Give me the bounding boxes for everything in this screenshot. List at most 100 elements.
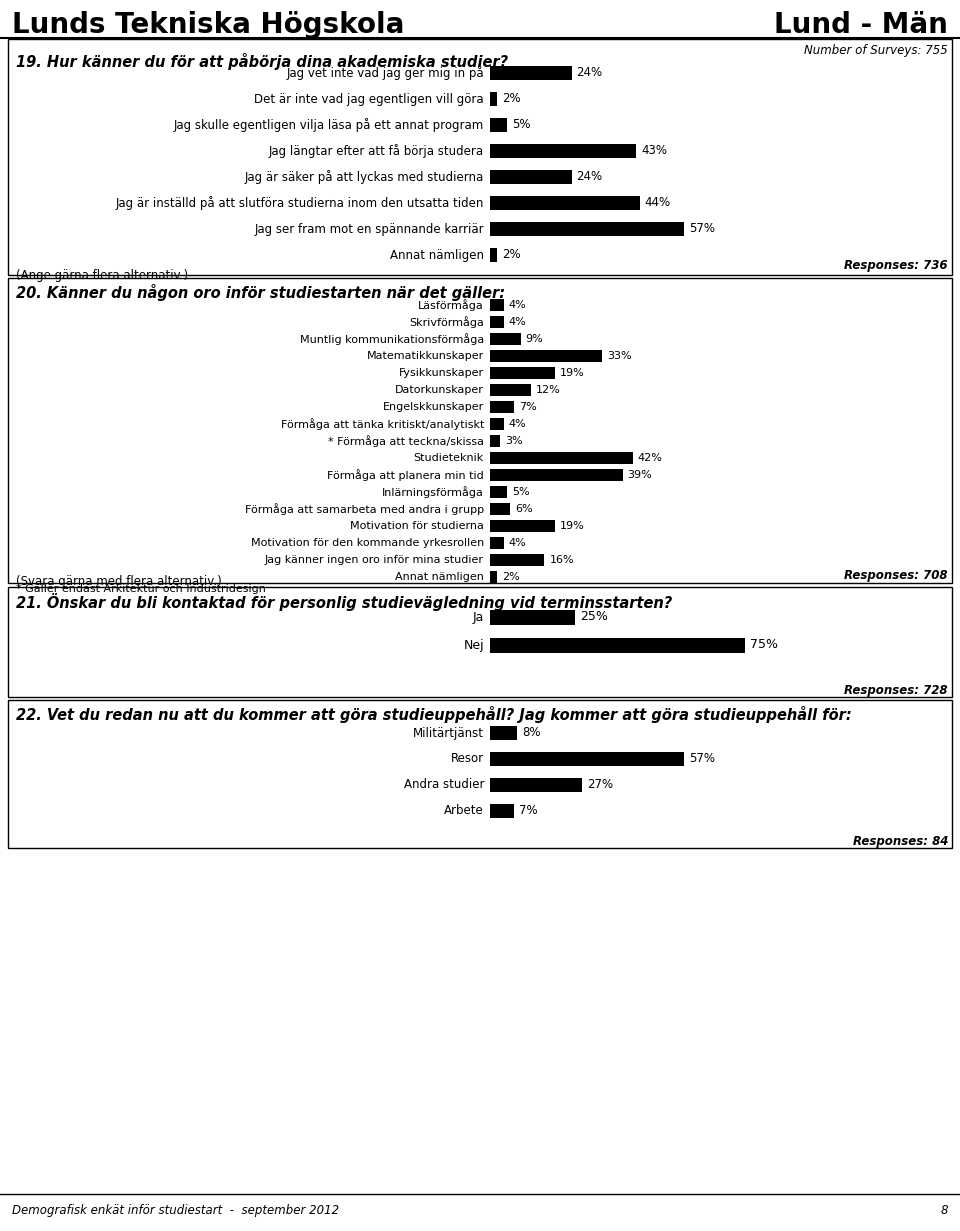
Text: Motivation för studierna: Motivation för studierna: [350, 521, 484, 531]
Text: Lund - Män: Lund - Män: [774, 11, 948, 39]
Bar: [490, 222, 684, 236]
Text: Annat nämligen: Annat nämligen: [396, 572, 484, 582]
Text: 75%: 75%: [750, 639, 778, 651]
Text: 6%: 6%: [516, 503, 533, 515]
Text: Responses: 708: Responses: 708: [845, 569, 948, 582]
Text: 19%: 19%: [560, 521, 585, 531]
Text: Ja: Ja: [472, 611, 484, 623]
Bar: [490, 752, 684, 766]
Text: 57%: 57%: [688, 752, 715, 766]
Bar: [490, 638, 745, 652]
Text: 19. Hur känner du för att påbörja dina akademiska studier?: 19. Hur känner du för att påbörja dina a…: [16, 53, 508, 70]
Text: Förmåga att samarbeta med andra i grupp: Förmåga att samarbeta med andra i grupp: [245, 503, 484, 515]
Text: 2%: 2%: [502, 249, 520, 261]
Text: Jag längtar efter att få börja studera: Jag längtar efter att få börja studera: [269, 144, 484, 158]
Text: Jag känner ingen oro inför mina studier: Jag känner ingen oro inför mina studier: [265, 555, 484, 565]
Text: Resor: Resor: [451, 752, 484, 766]
Text: 3%: 3%: [505, 436, 523, 446]
Text: Muntlig kommunikationsförmåga: Muntlig kommunikationsförmåga: [300, 334, 484, 345]
Text: Förmåga att tänka kritiskt/analytiskt: Förmåga att tänka kritiskt/analytiskt: [280, 419, 484, 430]
Bar: [490, 401, 514, 412]
Text: (Ange gärna flera alternativ.): (Ange gärna flera alternativ.): [16, 270, 188, 282]
Text: Jag skulle egentligen vilja läsa på ett annat program: Jag skulle egentligen vilja läsa på ett …: [174, 118, 484, 132]
Text: * Gäller endast Arkitektur och Industridesign: * Gäller endast Arkitektur och Industrid…: [16, 583, 266, 595]
Text: Andra studier: Andra studier: [403, 778, 484, 792]
Text: * Förmåga att teckna/skissa: * Förmåga att teckna/skissa: [328, 435, 484, 447]
Bar: [490, 804, 514, 819]
Text: Responses: 736: Responses: 736: [845, 259, 948, 272]
Bar: [8, 700, 952, 848]
Text: Annat nämligen: Annat nämligen: [390, 249, 484, 261]
Text: 2%: 2%: [502, 572, 519, 582]
Bar: [490, 503, 511, 515]
Text: 12%: 12%: [536, 385, 561, 395]
Text: 7%: 7%: [518, 805, 538, 817]
Text: Lunds Tekniska Högskola: Lunds Tekniska Högskola: [12, 11, 404, 39]
Bar: [490, 435, 500, 447]
Bar: [490, 118, 507, 132]
Text: Arbete: Arbete: [444, 805, 484, 817]
Text: Militärtjänst: Militärtjänst: [413, 726, 484, 740]
Text: Responses: 84: Responses: 84: [852, 835, 948, 848]
Text: 2%: 2%: [502, 92, 520, 106]
Bar: [490, 554, 544, 566]
Text: 42%: 42%: [637, 453, 662, 463]
Text: 8: 8: [941, 1204, 948, 1217]
Text: Inlärningsförmåga: Inlärningsförmåga: [382, 486, 484, 499]
Bar: [490, 571, 497, 583]
Bar: [490, 519, 555, 532]
Text: 19%: 19%: [560, 368, 585, 378]
Bar: [490, 726, 517, 740]
Bar: [490, 486, 507, 499]
Text: 25%: 25%: [580, 611, 608, 623]
Bar: [490, 92, 497, 106]
Bar: [490, 334, 520, 345]
Text: 4%: 4%: [509, 419, 526, 428]
Bar: [8, 587, 952, 697]
Text: 4%: 4%: [509, 538, 526, 548]
Text: 27%: 27%: [587, 778, 612, 792]
Text: Demografisk enkät inför studiestart  -  september 2012: Demografisk enkät inför studiestart - se…: [12, 1204, 339, 1217]
Bar: [490, 469, 623, 481]
Text: 24%: 24%: [577, 66, 603, 80]
Text: (Svara gärna med flera alternativ.): (Svara gärna med flera alternativ.): [16, 575, 222, 588]
Text: 8%: 8%: [522, 726, 540, 740]
Text: 33%: 33%: [608, 351, 632, 361]
Text: Skrivförmåga: Skrivförmåga: [409, 316, 484, 327]
Text: 57%: 57%: [688, 223, 715, 235]
Text: 22. Vet du redan nu att du kommer att göra studieuppehåll? Jag kommer att göra s: 22. Vet du redan nu att du kommer att gö…: [16, 707, 852, 723]
Text: 21. Önskar du bli kontaktad för personlig studievägledning vid terminsstarten?: 21. Önskar du bli kontaktad för personli…: [16, 593, 672, 611]
Text: 5%: 5%: [512, 487, 530, 497]
Text: 39%: 39%: [628, 470, 653, 480]
Text: 20. Känner du någon oro inför studiestarten när det gäller:: 20. Känner du någon oro inför studiestar…: [16, 284, 505, 302]
Text: Studieteknik: Studieteknik: [414, 453, 484, 463]
Text: 44%: 44%: [644, 197, 671, 209]
Bar: [490, 419, 504, 430]
Text: Jag är inställd på att slutföra studierna inom den utsatta tiden: Jag är inställd på att slutföra studiern…: [115, 196, 484, 211]
Text: Fysikkunskaper: Fysikkunskaper: [398, 368, 484, 378]
Text: Responses: 728: Responses: 728: [845, 684, 948, 697]
Text: 4%: 4%: [509, 300, 526, 310]
Bar: [490, 299, 504, 311]
Text: Number of Surveys: 755: Number of Surveys: 755: [804, 44, 948, 57]
Text: Motivation för den kommande yrkesrollen: Motivation för den kommande yrkesrollen: [251, 538, 484, 548]
Bar: [490, 170, 571, 183]
Text: Engelskkunskaper: Engelskkunskaper: [383, 403, 484, 412]
Text: 4%: 4%: [509, 318, 526, 327]
Bar: [8, 278, 952, 583]
Bar: [490, 350, 602, 362]
Bar: [490, 609, 575, 624]
Text: Jag ser fram mot en spännande karriär: Jag ser fram mot en spännande karriär: [254, 223, 484, 235]
Text: Det är inte vad jag egentligen vill göra: Det är inte vad jag egentligen vill göra: [254, 92, 484, 106]
Text: 24%: 24%: [577, 171, 603, 183]
Bar: [490, 144, 636, 158]
Text: 7%: 7%: [518, 403, 537, 412]
Bar: [490, 196, 639, 211]
Text: Matematikkunskaper: Matematikkunskaper: [367, 351, 484, 361]
Text: Jag vet inte vad jag ger mig in på: Jag vet inte vad jag ger mig in på: [286, 66, 484, 80]
Bar: [490, 247, 497, 262]
Text: Jag är säker på att lyckas med studierna: Jag är säker på att lyckas med studierna: [245, 170, 484, 183]
Bar: [490, 384, 531, 396]
Text: Nej: Nej: [464, 639, 484, 651]
Text: 9%: 9%: [526, 334, 543, 343]
